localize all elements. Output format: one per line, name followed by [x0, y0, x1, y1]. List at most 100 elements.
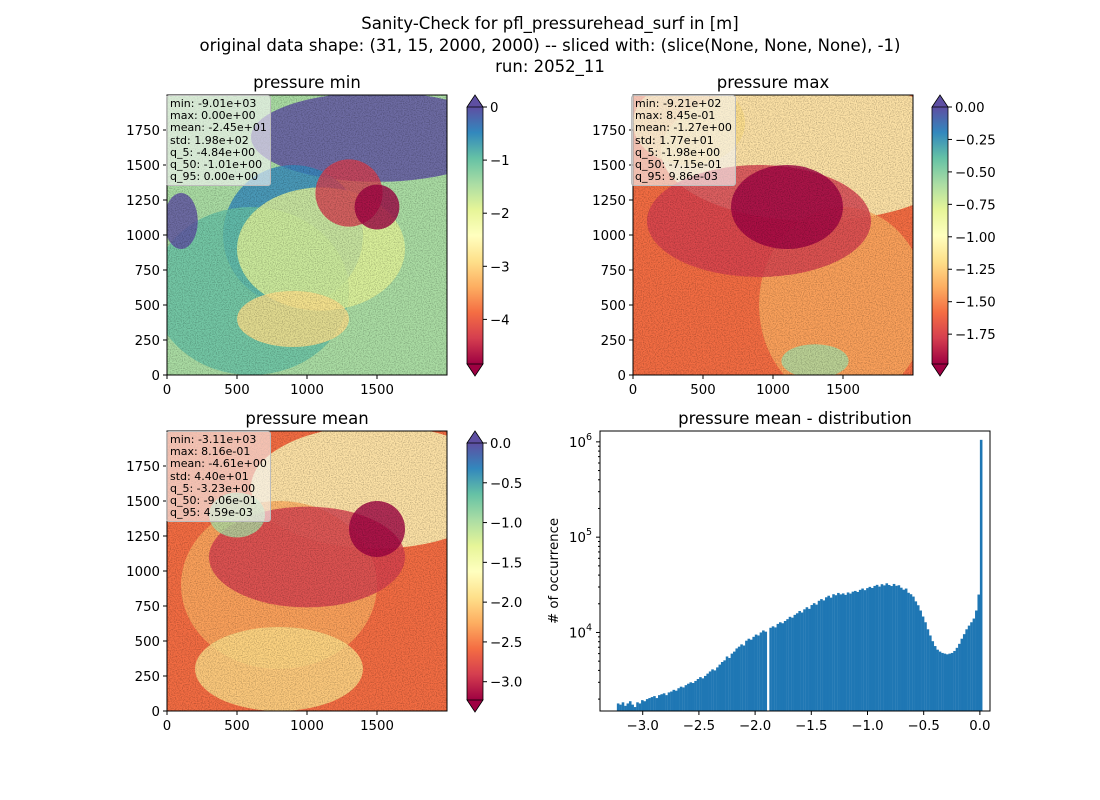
histogram-bar — [914, 601, 918, 711]
histogram-bar — [885, 583, 889, 711]
histogram-bar — [824, 597, 828, 711]
histogram-bar — [909, 594, 913, 711]
y-tick-label: 1250 — [126, 194, 160, 209]
y-tick-label: 1250 — [126, 530, 160, 545]
histogram-bar — [812, 603, 816, 711]
stats-line: std: 1.77e+01 — [635, 133, 714, 147]
histogram-bar — [946, 654, 949, 711]
histogram-bar — [674, 690, 678, 711]
histogram-bar — [892, 583, 896, 711]
colorbar-tick-label: −2 — [490, 207, 510, 222]
histogram-bar — [851, 591, 855, 711]
histogram-bar — [924, 622, 927, 711]
histogram-bar — [798, 611, 801, 711]
histogram-bar — [907, 592, 910, 711]
y-axis-label: # of occurrence — [547, 518, 562, 624]
histogram-bar — [752, 636, 755, 711]
histogram-bar — [788, 616, 792, 711]
histogram-bar — [725, 656, 729, 711]
histogram-bar — [938, 651, 942, 711]
histogram-bar — [769, 627, 772, 711]
histogram-bar — [737, 646, 741, 711]
stats-line: q_50: -7.15e-01 — [635, 157, 722, 171]
stats-box-mean: min: -3.11e+03 max: 8.16e-01 mean: -4.61… — [166, 431, 271, 523]
figure-title-line-3: run: 2052_11 — [495, 57, 605, 76]
histogram-bar — [883, 585, 886, 711]
histogram-bar — [745, 640, 748, 711]
colorbar-tick-label: −1.50 — [955, 296, 996, 311]
stats-line: max: 8.16e-01 — [170, 445, 251, 459]
histogram-bar — [703, 675, 707, 711]
histogram-bar — [795, 613, 799, 711]
histogram-bar — [895, 585, 898, 711]
stats-line: max: 8.45e-01 — [635, 109, 716, 123]
histogram-bar — [846, 592, 850, 711]
histogram-bar — [817, 600, 821, 711]
x-tick-label: −1.5 — [795, 719, 827, 734]
y-tick-label: 1500 — [592, 159, 626, 174]
figure-title-line-2: original data shape: (31, 15, 2000, 2000… — [199, 36, 901, 55]
y-tick-label: 1000 — [126, 565, 160, 580]
histogram-bar — [856, 591, 860, 711]
panel-title: pressure mean - distribution — [678, 409, 912, 428]
histogram-bar — [621, 702, 625, 711]
colorbar — [467, 107, 483, 364]
histogram-bar — [626, 703, 630, 711]
y-tick-label: 750 — [135, 264, 160, 279]
colorbar-extend-top — [931, 94, 949, 108]
histogram-bar — [716, 667, 719, 711]
colorbar-tick-label: −1 — [490, 154, 510, 169]
histogram-bar — [633, 707, 637, 711]
histogram-bar — [841, 593, 845, 711]
y-tick-label: 1250 — [592, 194, 626, 209]
histogram-bar — [723, 660, 726, 711]
histogram-bar — [619, 704, 622, 711]
histogram-bar — [900, 587, 903, 711]
histogram-bar — [689, 682, 693, 711]
histogram-bar — [897, 585, 901, 711]
histogram-bar — [653, 696, 656, 711]
histogram-bar — [933, 646, 937, 711]
histogram-bar — [679, 686, 683, 711]
histogram-bar — [875, 584, 879, 711]
colorbar-extend-top — [466, 430, 484, 444]
colorbar-tick-label: −1.5 — [490, 556, 522, 571]
y-tick-label: 750 — [601, 264, 626, 279]
histogram-bar — [687, 683, 690, 711]
x-tick-label: 500 — [224, 383, 249, 398]
x-tick-label: 1500 — [360, 383, 394, 398]
stats-box-min: min: -9.01e+03 max: 0.00e+00 mean: -2.45… — [166, 95, 271, 187]
stats-line: mean: -4.61e+00 — [170, 457, 267, 471]
histogram-bar — [711, 669, 714, 711]
histogram-bar — [682, 687, 685, 711]
histogram-bar — [832, 594, 835, 711]
y-tick-label: 1000 — [592, 229, 626, 244]
histogram-bar — [904, 588, 908, 711]
histogram-bar — [834, 595, 838, 711]
histogram-bar — [684, 685, 688, 711]
stats-line: mean: -2.45e+01 — [170, 121, 267, 135]
x-tick-label: 0 — [163, 383, 171, 398]
histogram-bar — [861, 588, 864, 711]
x-tick-label: −2.5 — [683, 719, 715, 734]
histogram-bar — [706, 673, 709, 711]
histogram-bar — [757, 635, 760, 711]
histogram-bar — [902, 589, 906, 711]
histogram-bar — [941, 652, 944, 711]
histogram-bar — [616, 703, 620, 711]
y-tick-label: 500 — [135, 635, 160, 650]
y-tick-label: 1500 — [126, 495, 160, 510]
colorbar — [467, 443, 483, 700]
colorbar-tick-label: −1.00 — [955, 231, 996, 246]
histogram-bar — [643, 701, 647, 711]
y-tick-label: 1750 — [126, 460, 160, 475]
histogram-bar — [650, 697, 654, 711]
colorbar-tick-label: −0.50 — [955, 166, 996, 181]
histogram-bar — [733, 651, 736, 711]
histogram-bar — [919, 610, 922, 711]
histogram-bar — [810, 605, 814, 711]
colorbar-tick-label: −1.25 — [955, 263, 996, 278]
stats-line: mean: -1.27e+00 — [635, 121, 732, 135]
histogram-bar — [972, 618, 976, 711]
histogram-bar — [747, 638, 751, 711]
